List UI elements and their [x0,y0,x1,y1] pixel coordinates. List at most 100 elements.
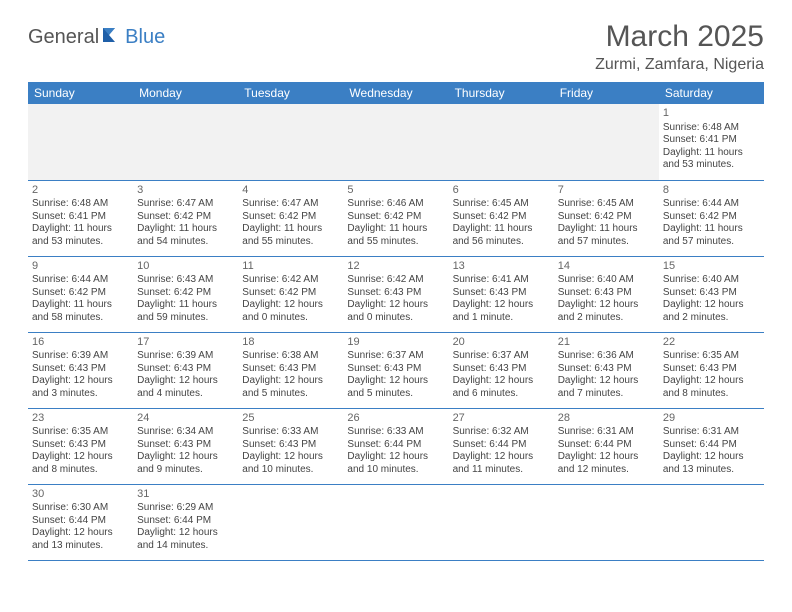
sunset-text: Sunset: 6:43 PM [32,363,129,376]
weekday-header: Sunday [28,82,133,104]
daylight-text: Daylight: 11 hours and 55 minutes. [347,223,444,248]
day-number: 21 [558,336,655,350]
calendar-day-cell: 29Sunrise: 6:31 AMSunset: 6:44 PMDayligh… [659,408,764,484]
calendar-day-cell: 23Sunrise: 6:35 AMSunset: 6:43 PMDayligh… [28,408,133,484]
sunset-text: Sunset: 6:41 PM [663,134,760,147]
sunset-text: Sunset: 6:43 PM [558,363,655,376]
weekday-header: Saturday [659,82,764,104]
calendar-day-cell: 14Sunrise: 6:40 AMSunset: 6:43 PMDayligh… [554,256,659,332]
daylight-text: Daylight: 11 hours and 55 minutes. [242,223,339,248]
daylight-text: Daylight: 11 hours and 53 minutes. [663,147,760,172]
weekday-header: Wednesday [343,82,448,104]
sunrise-text: Sunrise: 6:48 AM [32,198,129,211]
sunset-text: Sunset: 6:43 PM [242,363,339,376]
sunset-text: Sunset: 6:42 PM [347,211,444,224]
sunrise-text: Sunrise: 6:31 AM [663,426,760,439]
page: General Blue March 2025 Zurmi, Zamfara, … [0,0,792,581]
sunset-text: Sunset: 6:43 PM [663,363,760,376]
daylight-text: Daylight: 12 hours and 13 minutes. [663,451,760,476]
logo: General Blue [28,26,165,49]
sunset-text: Sunset: 6:43 PM [137,363,234,376]
sunrise-text: Sunrise: 6:38 AM [242,350,339,363]
sunset-text: Sunset: 6:44 PM [347,439,444,452]
daylight-text: Daylight: 12 hours and 10 minutes. [242,451,339,476]
calendar-day-cell: 9Sunrise: 6:44 AMSunset: 6:42 PMDaylight… [28,256,133,332]
calendar-day-cell: 28Sunrise: 6:31 AMSunset: 6:44 PMDayligh… [554,408,659,484]
daylight-text: Daylight: 12 hours and 8 minutes. [663,375,760,400]
daylight-text: Daylight: 12 hours and 0 minutes. [347,299,444,324]
day-number: 23 [32,412,129,426]
calendar-day-cell [554,484,659,560]
sunrise-text: Sunrise: 6:47 AM [242,198,339,211]
day-number: 11 [242,260,339,274]
calendar-day-cell: 8Sunrise: 6:44 AMSunset: 6:42 PMDaylight… [659,180,764,256]
day-number: 16 [32,336,129,350]
sunset-text: Sunset: 6:43 PM [347,363,444,376]
day-number: 7 [558,184,655,198]
calendar-day-cell [133,104,238,180]
daylight-text: Daylight: 12 hours and 5 minutes. [347,375,444,400]
day-number: 17 [137,336,234,350]
sunset-text: Sunset: 6:42 PM [242,211,339,224]
sunrise-text: Sunrise: 6:33 AM [347,426,444,439]
daylight-text: Daylight: 12 hours and 10 minutes. [347,451,444,476]
day-number: 8 [663,184,760,198]
weekday-header: Thursday [449,82,554,104]
logo-text-general: General [28,26,99,49]
sunrise-text: Sunrise: 6:29 AM [137,502,234,515]
day-number: 2 [32,184,129,198]
day-number: 27 [453,412,550,426]
calendar-day-cell: 25Sunrise: 6:33 AMSunset: 6:43 PMDayligh… [238,408,343,484]
calendar-header-row: Sunday Monday Tuesday Wednesday Thursday… [28,82,764,104]
day-number: 12 [347,260,444,274]
calendar-day-cell: 31Sunrise: 6:29 AMSunset: 6:44 PMDayligh… [133,484,238,560]
day-number: 20 [453,336,550,350]
calendar-day-cell: 11Sunrise: 6:42 AMSunset: 6:42 PMDayligh… [238,256,343,332]
title-block: March 2025 Zurmi, Zamfara, Nigeria [595,20,764,74]
calendar-day-cell: 6Sunrise: 6:45 AMSunset: 6:42 PMDaylight… [449,180,554,256]
calendar-week-row: 1Sunrise: 6:48 AMSunset: 6:41 PMDaylight… [28,104,764,180]
sunrise-text: Sunrise: 6:34 AM [137,426,234,439]
daylight-text: Daylight: 12 hours and 0 minutes. [242,299,339,324]
sunrise-text: Sunrise: 6:40 AM [558,274,655,287]
calendar-day-cell [343,104,448,180]
calendar-day-cell: 3Sunrise: 6:47 AMSunset: 6:42 PMDaylight… [133,180,238,256]
calendar-day-cell [238,104,343,180]
sunset-text: Sunset: 6:43 PM [32,439,129,452]
daylight-text: Daylight: 12 hours and 14 minutes. [137,527,234,552]
day-number: 25 [242,412,339,426]
calendar-day-cell [449,484,554,560]
calendar-day-cell: 22Sunrise: 6:35 AMSunset: 6:43 PMDayligh… [659,332,764,408]
flag-icon [101,26,123,49]
daylight-text: Daylight: 12 hours and 5 minutes. [242,375,339,400]
day-number: 29 [663,412,760,426]
calendar-day-cell: 7Sunrise: 6:45 AMSunset: 6:42 PMDaylight… [554,180,659,256]
sunrise-text: Sunrise: 6:47 AM [137,198,234,211]
sunrise-text: Sunrise: 6:40 AM [663,274,760,287]
sunrise-text: Sunrise: 6:37 AM [453,350,550,363]
calendar-day-cell [238,484,343,560]
sunset-text: Sunset: 6:43 PM [453,363,550,376]
daylight-text: Daylight: 11 hours and 53 minutes. [32,223,129,248]
sunrise-text: Sunrise: 6:44 AM [32,274,129,287]
daylight-text: Daylight: 12 hours and 3 minutes. [32,375,129,400]
sunset-text: Sunset: 6:44 PM [453,439,550,452]
sunrise-text: Sunrise: 6:36 AM [558,350,655,363]
calendar-day-cell: 19Sunrise: 6:37 AMSunset: 6:43 PMDayligh… [343,332,448,408]
day-number: 6 [453,184,550,198]
daylight-text: Daylight: 12 hours and 2 minutes. [558,299,655,324]
day-number: 31 [137,488,234,502]
calendar-day-cell: 26Sunrise: 6:33 AMSunset: 6:44 PMDayligh… [343,408,448,484]
calendar-day-cell: 10Sunrise: 6:43 AMSunset: 6:42 PMDayligh… [133,256,238,332]
sunrise-text: Sunrise: 6:46 AM [347,198,444,211]
daylight-text: Daylight: 11 hours and 58 minutes. [32,299,129,324]
calendar-week-row: 9Sunrise: 6:44 AMSunset: 6:42 PMDaylight… [28,256,764,332]
calendar-day-cell: 13Sunrise: 6:41 AMSunset: 6:43 PMDayligh… [449,256,554,332]
daylight-text: Daylight: 11 hours and 54 minutes. [137,223,234,248]
sunset-text: Sunset: 6:41 PM [32,211,129,224]
day-number: 10 [137,260,234,274]
day-number: 30 [32,488,129,502]
calendar-day-cell: 1Sunrise: 6:48 AMSunset: 6:41 PMDaylight… [659,104,764,180]
calendar-day-cell: 18Sunrise: 6:38 AMSunset: 6:43 PMDayligh… [238,332,343,408]
calendar-day-cell: 30Sunrise: 6:30 AMSunset: 6:44 PMDayligh… [28,484,133,560]
